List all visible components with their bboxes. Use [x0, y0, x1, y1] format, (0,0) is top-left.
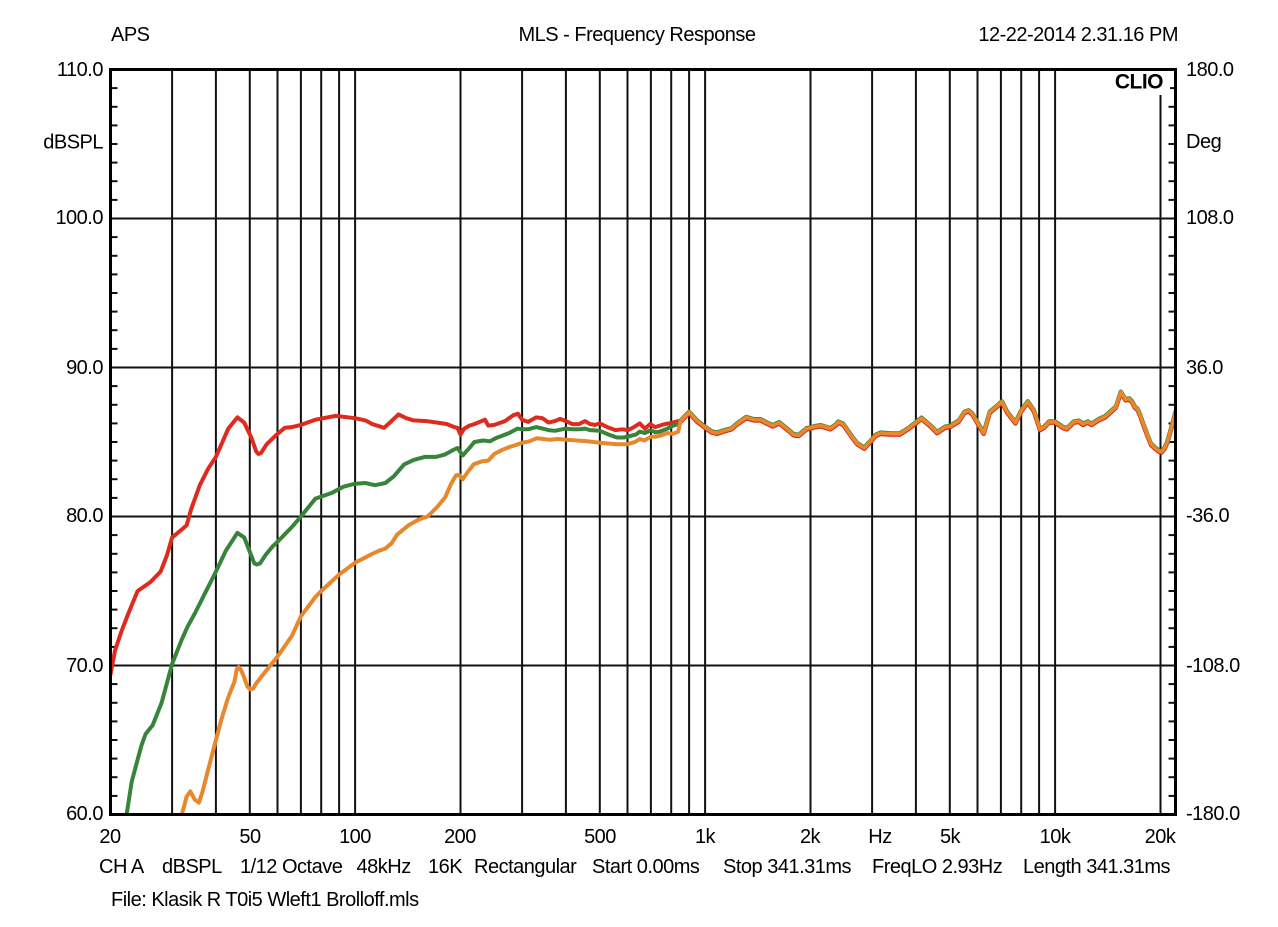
svg-text:80.0: 80.0 — [66, 505, 103, 527]
svg-text:50: 50 — [239, 826, 261, 848]
svg-text:1/12 Octave: 1/12 Octave — [240, 856, 343, 878]
svg-text:Hz: Hz — [868, 826, 891, 848]
svg-text:5k: 5k — [940, 826, 962, 848]
svg-text:12-22-2014 2.31.16 PM: 12-22-2014 2.31.16 PM — [978, 24, 1178, 46]
svg-text:Length 341.31ms: Length 341.31ms — [1023, 856, 1171, 878]
svg-text:200: 200 — [444, 826, 476, 848]
svg-text:Rectangular: Rectangular — [474, 856, 577, 878]
svg-text:FreqLO 2.93Hz: FreqLO 2.93Hz — [872, 856, 1002, 878]
svg-text:File: Klasik R T0i5 Wleft1 Bro: File: Klasik R T0i5 Wleft1 Brolloff.mls — [111, 889, 419, 911]
svg-text:110.0: 110.0 — [57, 59, 103, 81]
svg-text:Start 0.00ms: Start 0.00ms — [592, 856, 700, 878]
svg-text:10k: 10k — [1040, 826, 1072, 848]
svg-text:100: 100 — [339, 826, 371, 848]
svg-text:dBSPL: dBSPL — [43, 132, 103, 154]
svg-text:70.0: 70.0 — [66, 655, 103, 677]
svg-text:20: 20 — [99, 826, 121, 848]
svg-text:APS: APS — [111, 24, 150, 46]
svg-text:108.0: 108.0 — [1186, 207, 1234, 229]
svg-text:CH A: CH A — [99, 856, 145, 878]
svg-text:Deg: Deg — [1186, 131, 1221, 153]
svg-text:36.0: 36.0 — [1186, 357, 1223, 379]
svg-text:60.0: 60.0 — [66, 803, 103, 825]
svg-text:Stop 341.31ms: Stop 341.31ms — [723, 856, 852, 878]
svg-text:48kHz: 48kHz — [357, 856, 411, 878]
svg-text:16K: 16K — [428, 856, 463, 878]
svg-text:90.0: 90.0 — [66, 357, 103, 379]
svg-text:CLIO: CLIO — [1115, 71, 1163, 94]
svg-text:-180.0: -180.0 — [1186, 803, 1240, 825]
svg-text:-36.0: -36.0 — [1186, 505, 1229, 527]
svg-text:-108.0: -108.0 — [1186, 655, 1240, 677]
svg-text:MLS - Frequency Response: MLS - Frequency Response — [518, 24, 755, 46]
svg-text:20k: 20k — [1145, 826, 1177, 848]
svg-text:100.0: 100.0 — [55, 207, 103, 229]
svg-text:180.0: 180.0 — [1186, 59, 1234, 81]
svg-text:500: 500 — [584, 826, 616, 848]
svg-text:dBSPL: dBSPL — [162, 856, 222, 878]
svg-text:2k: 2k — [800, 826, 822, 848]
svg-text:1k: 1k — [695, 826, 717, 848]
